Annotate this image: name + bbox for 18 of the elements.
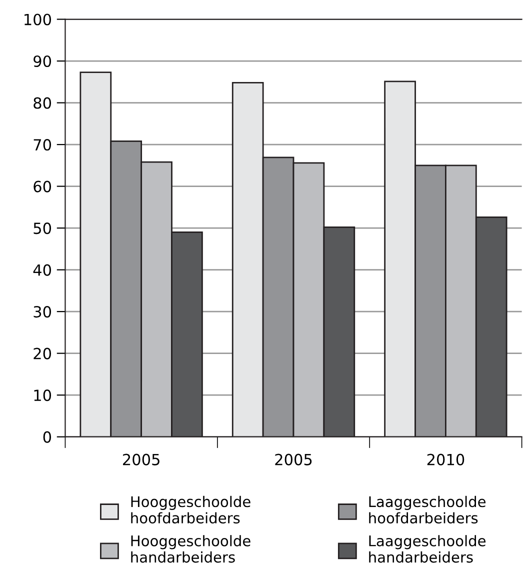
y-tick-label: 70 [34,139,52,151]
legend-label: Laaggeschoolde handarbeiders [369,535,486,563]
x-tick-label: 2005 [275,454,312,466]
y-tick-label: 30 [34,306,52,318]
y-tick-label: 80 [34,97,52,109]
y-tick-label: 20 [34,348,52,360]
x-tick-label: 2010 [427,454,464,466]
y-tick-label: 50 [34,222,52,234]
y-tick-label: 10 [34,390,52,402]
y-tick-label: 90 [34,55,52,68]
x-tick-label: 2005 [122,454,160,466]
y-tick-label: 0 [43,431,52,443]
legend-label: Hooggeschoolde hoofdarbeiders [131,496,250,524]
legend-label: Hooggeschoolde handarbeiders [131,535,250,563]
y-tick-label: 100 [24,14,52,26]
y-tick-label: 40 [33,264,52,276]
legend-label: Laaggeschoolde hoofdarbeiders [369,496,486,524]
y-tick-label: 60 [34,180,52,192]
